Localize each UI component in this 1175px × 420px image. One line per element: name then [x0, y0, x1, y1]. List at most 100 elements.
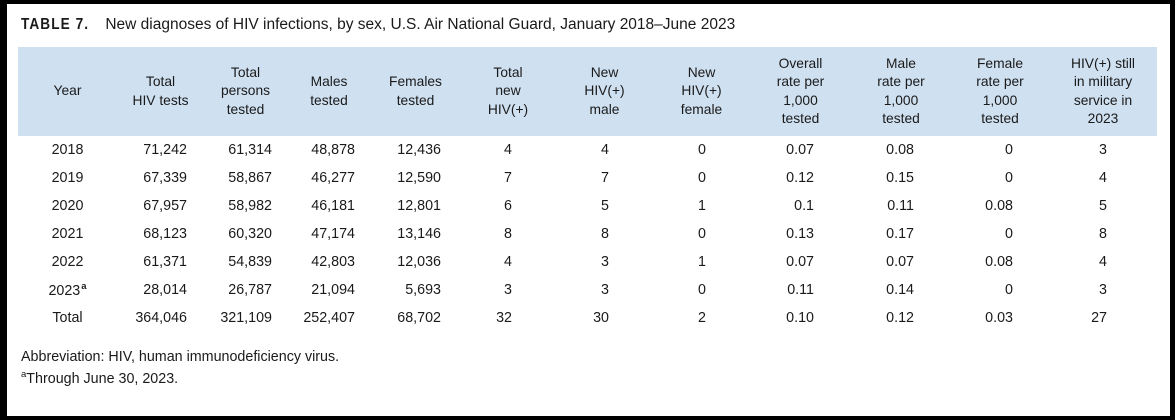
- table-cell: 5: [1099, 198, 1107, 214]
- table-cell: 68,702: [397, 310, 441, 326]
- table-row: 2020 67,957 58,982 46,181 12,801 6 5 1 0.1 0.11 0.…: [18, 192, 1157, 220]
- table-cell: 0.15: [886, 170, 914, 186]
- table-cell: 0: [1005, 170, 1013, 186]
- table-row: Total 364,046 321,109 252,407 68,702 32 30 2 0.1…: [18, 304, 1157, 332]
- column-header: Total new HIV(+): [460, 47, 556, 136]
- table-cell: 6: [504, 198, 512, 214]
- table-cell: 61,314: [228, 142, 272, 158]
- table-cell: 27: [1091, 310, 1107, 326]
- table-cell: 3: [601, 254, 609, 270]
- table-cell: 0: [1005, 142, 1013, 158]
- column-header: Year: [18, 47, 117, 136]
- footnote-a: aThrough June 30, 2023.: [21, 368, 1157, 390]
- table-cell: 0.12: [886, 310, 914, 326]
- table-row: 2023a 28,014 26,787 21,094 5,693 3 3 0 0.11 0.14 0…: [18, 276, 1157, 304]
- table-cell: 3: [601, 282, 609, 298]
- table-cell: 0.08: [886, 142, 914, 158]
- column-header: Overall rate per 1,000 tested: [750, 47, 851, 136]
- table-cell: 1: [698, 254, 706, 270]
- column-header: Female rate per 1,000 tested: [951, 47, 1049, 136]
- column-header: Males tested: [287, 47, 371, 136]
- table-cell: 2023a: [48, 281, 87, 299]
- table-cell: 58,867: [228, 170, 272, 186]
- table-cell: 0.12: [786, 170, 814, 186]
- table-cell: 0: [698, 282, 706, 298]
- table-cell: 42,803: [311, 254, 355, 270]
- table-cell: 0.11: [887, 198, 914, 214]
- table-cell: 60,320: [228, 226, 272, 242]
- table-cell: 252,407: [303, 310, 355, 326]
- table-cell: 0.08: [985, 198, 1013, 214]
- table-cell: 2018: [51, 142, 84, 158]
- table-cell: 0.11: [787, 282, 814, 298]
- table-cell: 5: [601, 198, 609, 214]
- table-cell: 67,339: [143, 170, 187, 186]
- table-footnotes: Abbreviation: HIV, human immunodeficienc…: [21, 347, 1157, 390]
- column-header: Females tested: [371, 47, 460, 136]
- table-cell: 2: [698, 310, 706, 326]
- footnote-a-text: Through June 30, 2023.: [26, 370, 179, 387]
- table-cell: 0: [1005, 282, 1013, 298]
- table-cell: 21,094: [311, 282, 355, 298]
- table-cell: 0.03: [985, 310, 1013, 326]
- table-cell: 2019: [51, 170, 84, 186]
- table-cell: 0: [698, 226, 706, 242]
- table-cell: 48,878: [311, 142, 355, 158]
- table-cell: 0.1: [794, 198, 814, 214]
- table-cell: 7: [601, 170, 609, 186]
- table-cell: 0.07: [786, 254, 814, 270]
- table-cell: 54,839: [228, 254, 272, 270]
- hiv-diagnoses-table: Year Total HIV tests Total persons tested M…: [18, 47, 1157, 332]
- column-header: HIV(+) still in military service in 2023: [1049, 47, 1157, 136]
- table-cell: 0.14: [886, 282, 914, 298]
- table-cell: 2020: [51, 198, 84, 214]
- table-cell: 13,146: [397, 226, 441, 242]
- table-cell: 0.07: [886, 254, 914, 270]
- table-cell: 4: [504, 142, 512, 158]
- table-header-row: Year Total HIV tests Total persons tested M…: [18, 47, 1157, 136]
- table-row: 2022 61,371 54,839 42,803 12,036 4 3 1 0.07 0.07 0…: [18, 248, 1157, 276]
- table-figure-page: TABLE 7. New diagnoses of HIV infections,…: [7, 4, 1170, 390]
- table-cell: 12,036: [397, 254, 441, 270]
- footnote-marker: a: [21, 369, 27, 381]
- table-cell: 0.10: [786, 310, 814, 326]
- table-cell: 3: [1099, 282, 1107, 298]
- table-cell: 0: [698, 142, 706, 158]
- table-cell: 0.08: [985, 254, 1013, 270]
- table-cell: 68,123: [143, 226, 187, 242]
- table-cell: 0.07: [786, 142, 814, 158]
- table-cell: 0: [698, 170, 706, 186]
- table-number-label: TABLE 7.: [21, 16, 90, 33]
- table-cell: 47,174: [311, 226, 355, 242]
- table-cell: 8: [601, 226, 609, 242]
- table-cell: 12,590: [397, 170, 441, 186]
- column-header: Total persons tested: [204, 47, 287, 136]
- table-row: 2018 71,242 61,314 48,878 12,436 4 4 0 0.07 0.08 0…: [18, 136, 1157, 164]
- column-header: New HIV(+) male: [556, 47, 653, 136]
- column-header: Male rate per 1,000 tested: [851, 47, 951, 136]
- column-header: New HIV(+) female: [653, 47, 750, 136]
- table-cell: 3: [1099, 142, 1107, 158]
- table-cell: 3: [504, 282, 512, 298]
- table-cell: 4: [1099, 170, 1107, 186]
- table-cell: 4: [504, 254, 512, 270]
- table-cell: 32: [496, 310, 512, 326]
- table-cell: 4: [601, 142, 609, 158]
- table-cell: 12,801: [397, 198, 441, 214]
- table-cell: 28,014: [143, 282, 187, 298]
- table-cell: 8: [1099, 226, 1107, 242]
- footnote-marker: a: [81, 281, 87, 293]
- table-cell: 71,242: [143, 142, 187, 158]
- table-cell: 2022: [51, 254, 84, 270]
- table-cell: 46,181: [311, 198, 355, 214]
- table-cell: 321,109: [220, 310, 272, 326]
- table-cell: 67,957: [143, 198, 187, 214]
- table-cell: 58,982: [228, 198, 272, 214]
- table-cell: 61,371: [143, 254, 187, 270]
- table-caption: New diagnoses of HIV infections, by sex,…: [105, 16, 736, 33]
- column-header: Total HIV tests: [117, 47, 204, 136]
- table-cell: 2021: [51, 226, 84, 242]
- table-cell: 4: [1099, 254, 1107, 270]
- table-cell: 0: [1005, 226, 1013, 242]
